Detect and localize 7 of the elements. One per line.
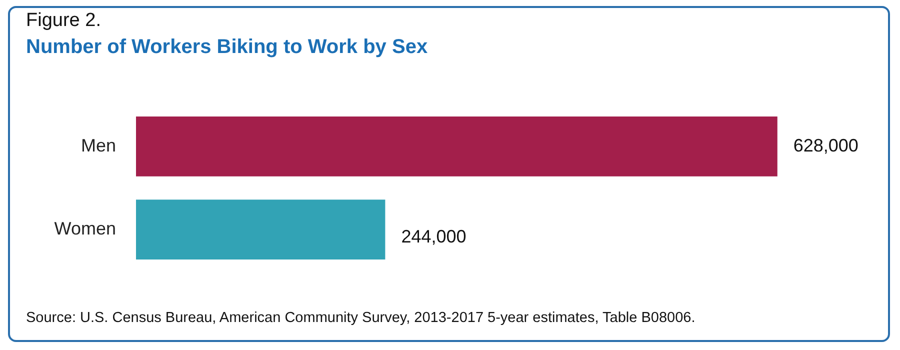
y-tick-label: Women	[54, 218, 116, 239]
source-note: Source: U.S. Census Bureau, American Community Survey, 2013-2017 5-year estimates, Table B08006.	[26, 310, 696, 326]
data-label: 628,000	[793, 135, 858, 156]
data-label: 244,000	[401, 226, 466, 247]
chart-subtitle: Figure 2.	[26, 10, 101, 32]
y-tick-label: Men	[80, 135, 116, 156]
chart-title: Number of Workers Biking to Work by Sex	[26, 36, 428, 59]
